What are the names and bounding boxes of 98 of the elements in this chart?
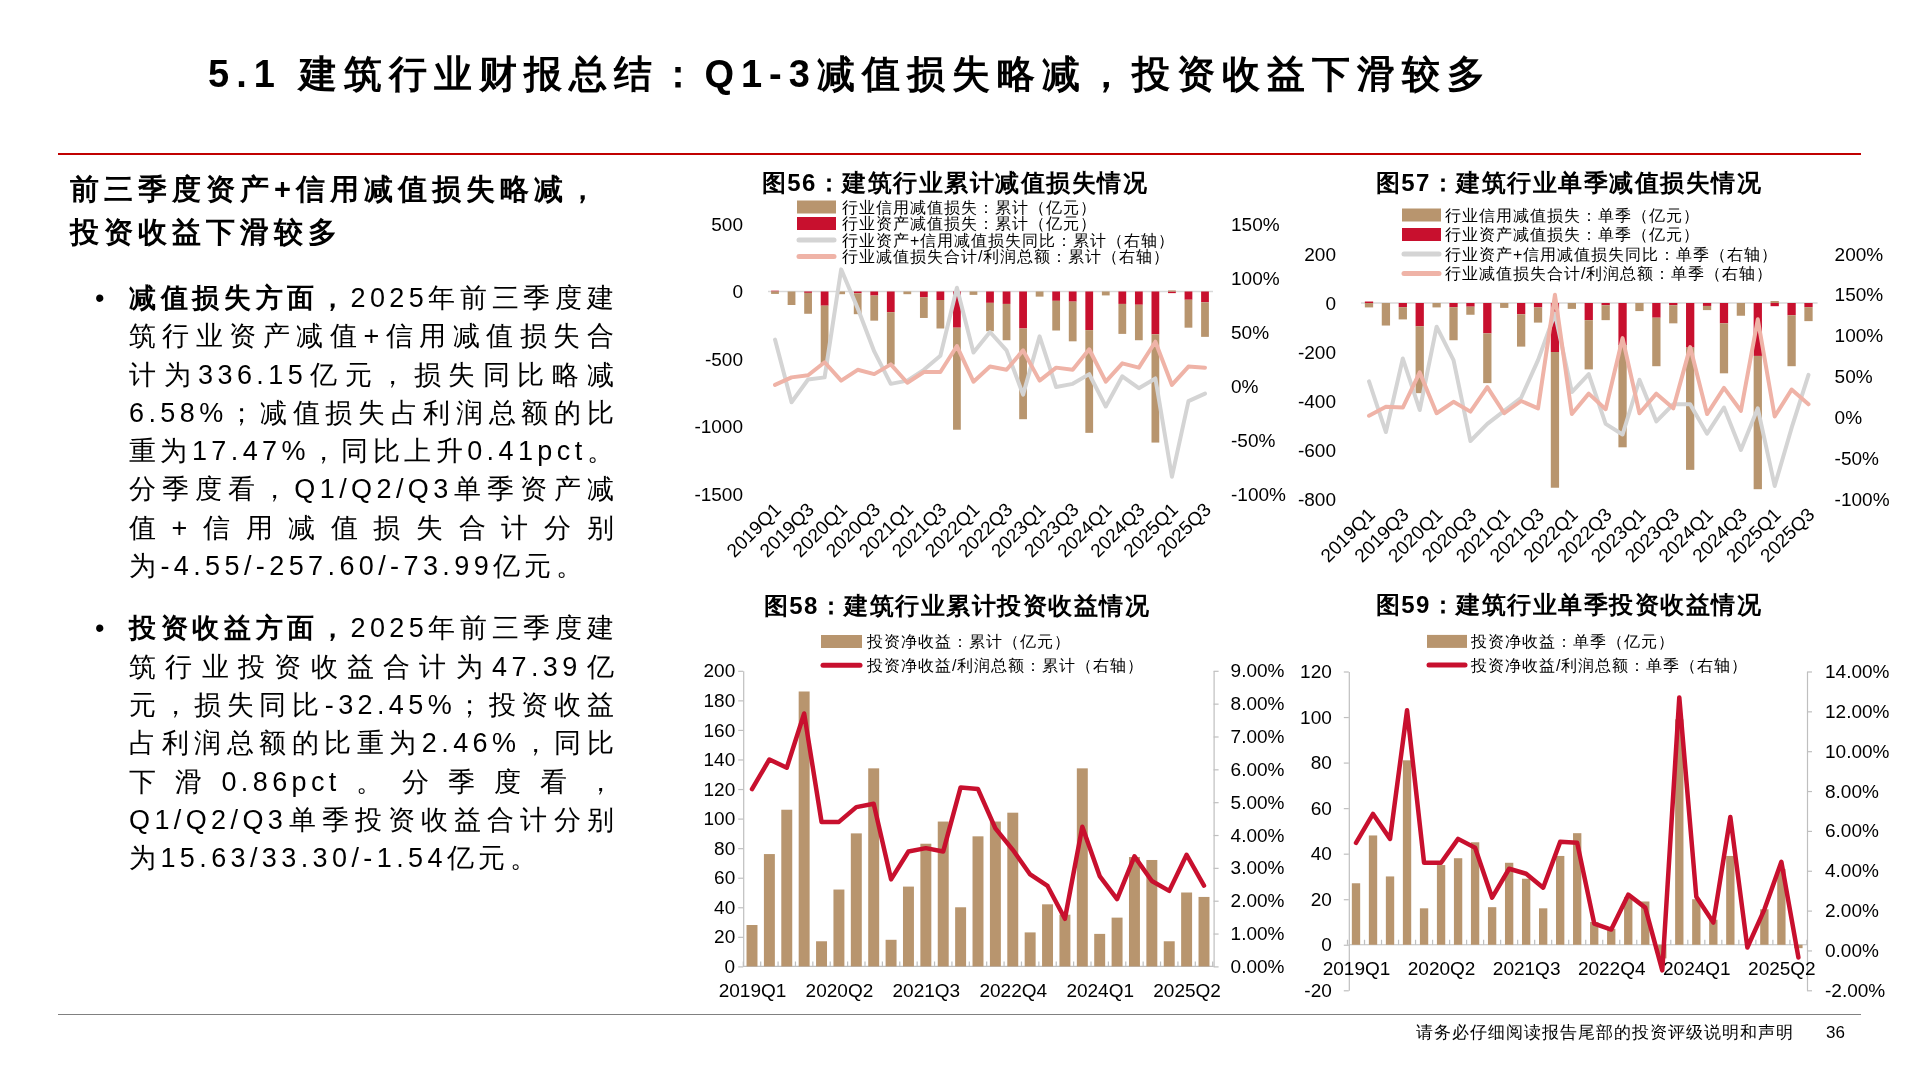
y-tick-label: -800 xyxy=(1297,488,1336,510)
chart-title: 图59：建筑行业单季投资收益情况 xyxy=(1375,590,1763,618)
y-tick-label: 40 xyxy=(714,896,736,918)
y-tick-label: -200 xyxy=(1297,341,1336,363)
x-tick-label: 2020Q2 xyxy=(1407,958,1476,980)
y2-tick-label: 9.00% xyxy=(1230,660,1285,682)
y-tick-label: -1000 xyxy=(694,416,743,438)
y-tick-label: 500 xyxy=(711,213,743,235)
x-tick-label: 2022Q4 xyxy=(979,979,1048,1001)
chart-title: 图57：建筑行业单季减值损失情况 xyxy=(1375,168,1763,196)
legend-label: 行业资产减值损失：单季（亿元） xyxy=(1445,226,1700,243)
y2-tick-label: -50% xyxy=(1834,447,1880,469)
y-tick-label: 60 xyxy=(1310,797,1332,819)
x-tick-label: 2019Q1 xyxy=(718,979,787,1001)
y2-tick-label: 50% xyxy=(1834,366,1873,388)
y2-tick-label: 100% xyxy=(1834,325,1884,347)
y-tick-label: 0 xyxy=(1321,934,1332,956)
y-tick-label: 20 xyxy=(1310,888,1332,910)
y2-tick-label: 8.00% xyxy=(1825,780,1879,802)
y-tick-label: 80 xyxy=(714,837,736,859)
text: • xyxy=(95,282,109,315)
y-tick-label: -400 xyxy=(1297,390,1336,412)
y2-tick-label: -100% xyxy=(1231,483,1287,505)
y2-tick-label: 4.00% xyxy=(1825,860,1879,882)
x-tick-label: 2024Q1 xyxy=(1066,979,1134,1001)
text: 投资收益方面， xyxy=(129,613,351,644)
legend-label: 投资净收益：单季（亿元） xyxy=(1470,632,1675,650)
y2-tick-label: -50% xyxy=(1231,429,1276,451)
y-tick-label: 60 xyxy=(714,867,736,889)
text: 5.1 建筑行业财报总结：Q1-3减值损失略减，投资收益下滑较多 xyxy=(208,52,1492,97)
legend-label: 行业信用减值损失：累计（亿元） xyxy=(842,198,1097,216)
x-tick-label: 2021Q3 xyxy=(892,979,961,1001)
text: • xyxy=(95,612,109,646)
x-tick-label: 2022Q4 xyxy=(1577,958,1646,980)
y2-tick-label: 0.00% xyxy=(1230,955,1285,977)
y2-tick-label: 2.00% xyxy=(1825,900,1879,922)
y-tick-label: 120 xyxy=(1300,661,1332,683)
x-tick-label: 2021Q3 xyxy=(1492,958,1561,980)
y2-tick-label: 6.00% xyxy=(1825,820,1879,842)
y-tick-label: 180 xyxy=(703,689,736,711)
legend-label: 行业资产+信用减值损失同比：单季（右轴） xyxy=(1445,245,1779,263)
y2-tick-label: 150% xyxy=(1834,284,1884,306)
legend-label: 投资净收益：累计（亿元） xyxy=(866,633,1071,650)
y-tick-label: 20 xyxy=(714,926,736,948)
y2-tick-label: 12.00% xyxy=(1825,700,1890,722)
legend-label: 行业资产+信用减值损失同比：累计（右轴） xyxy=(842,231,1176,249)
y-tick-label: 200 xyxy=(703,660,736,682)
x-tick-label: 2024Q1 xyxy=(1663,958,1731,980)
y2-tick-label: 10.00% xyxy=(1825,740,1890,762)
y2-tick-label: 5.00% xyxy=(1230,791,1285,813)
y2-tick-label: 3.00% xyxy=(1230,857,1285,879)
legend-label: 行业资产减值损失：累计（亿元） xyxy=(842,215,1097,232)
x-tick-label: 2020Q2 xyxy=(805,979,874,1001)
y2-tick-label: 7.00% xyxy=(1230,726,1285,748)
text: 请务必仔细阅读报告尾部的投资评级说明和声明 xyxy=(1416,1023,1794,1044)
y-tick-label: -500 xyxy=(704,348,743,370)
x-tick-label: 2019Q1 xyxy=(1322,958,1391,980)
y-tick-label: 120 xyxy=(703,778,736,800)
chart-title: 图58：建筑行业累计投资收益情况 xyxy=(763,591,1151,619)
y2-tick-label: 0.00% xyxy=(1825,940,1879,962)
y2-tick-label: -2.00% xyxy=(1825,979,1886,1001)
y2-tick-label: 50% xyxy=(1231,321,1270,343)
text: 36 xyxy=(1826,1023,1845,1044)
y2-tick-label: 8.00% xyxy=(1230,693,1285,715)
y2-tick-label: 14.00% xyxy=(1825,661,1890,683)
y2-tick-label: 200% xyxy=(1834,243,1884,265)
y2-tick-label: 1.00% xyxy=(1230,923,1285,945)
legend-label: 投资净收益/利润总额：单季（右轴） xyxy=(1470,656,1749,674)
y-tick-label: -20 xyxy=(1304,979,1332,1001)
y-tick-label: 0 xyxy=(732,281,743,303)
y2-tick-label: 0% xyxy=(1834,406,1863,428)
text: 减值损失方面， xyxy=(129,283,351,313)
y2-tick-label: -100% xyxy=(1834,488,1890,510)
y-tick-label: -1500 xyxy=(694,483,743,505)
legend-label: 投资净收益/利润总额：累计（右轴） xyxy=(866,656,1145,674)
y-tick-label: 40 xyxy=(1310,843,1332,865)
legend-label: 行业减值损失合计/利润总额：累计（右轴） xyxy=(842,248,1171,265)
y2-tick-label: 2.00% xyxy=(1230,890,1285,912)
y2-tick-label: 4.00% xyxy=(1230,824,1285,846)
legend-label: 行业信用减值损失：单季（亿元） xyxy=(1445,206,1700,224)
y-tick-label: -600 xyxy=(1297,439,1336,461)
y2-tick-label: 0% xyxy=(1231,375,1259,397)
y2-tick-label: 6.00% xyxy=(1230,758,1285,780)
y-tick-label: 80 xyxy=(1310,752,1332,774)
y-tick-label: 100 xyxy=(1300,706,1332,728)
x-tick-label: 2025Q2 xyxy=(1153,979,1221,1001)
legend-label: 行业减值损失合计/利润总额：单季（右轴） xyxy=(1445,265,1774,282)
y-tick-label: 160 xyxy=(703,719,736,741)
y-tick-label: 140 xyxy=(703,749,736,771)
y-tick-label: 0 xyxy=(1325,292,1336,314)
y-tick-label: 200 xyxy=(1304,243,1336,265)
y-tick-label: 100 xyxy=(703,808,736,830)
y2-tick-label: 100% xyxy=(1231,267,1280,289)
y2-tick-label: 150% xyxy=(1231,213,1280,235)
y-tick-label: 0 xyxy=(724,955,736,977)
text: 前三季度资产+信用减值损失略减，投资收益下滑较多 xyxy=(70,172,603,250)
chart-title: 图56：建筑行业累计减值损失情况 xyxy=(761,168,1149,196)
x-tick-label: 2025Q2 xyxy=(1748,958,1816,980)
